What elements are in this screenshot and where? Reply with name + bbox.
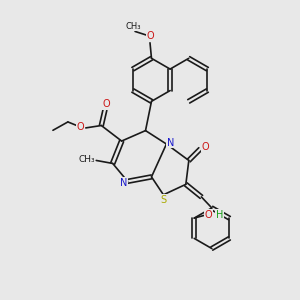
Text: N: N <box>167 137 174 148</box>
Text: CH₃: CH₃ <box>78 155 95 164</box>
Text: S: S <box>160 195 166 205</box>
Text: O: O <box>146 31 154 41</box>
Text: N: N <box>120 178 127 188</box>
Text: H: H <box>216 209 223 220</box>
Text: O: O <box>103 99 110 109</box>
Text: O: O <box>76 122 84 132</box>
Text: CH₃: CH₃ <box>126 22 141 31</box>
Text: O: O <box>202 142 209 152</box>
Text: O: O <box>204 209 212 220</box>
